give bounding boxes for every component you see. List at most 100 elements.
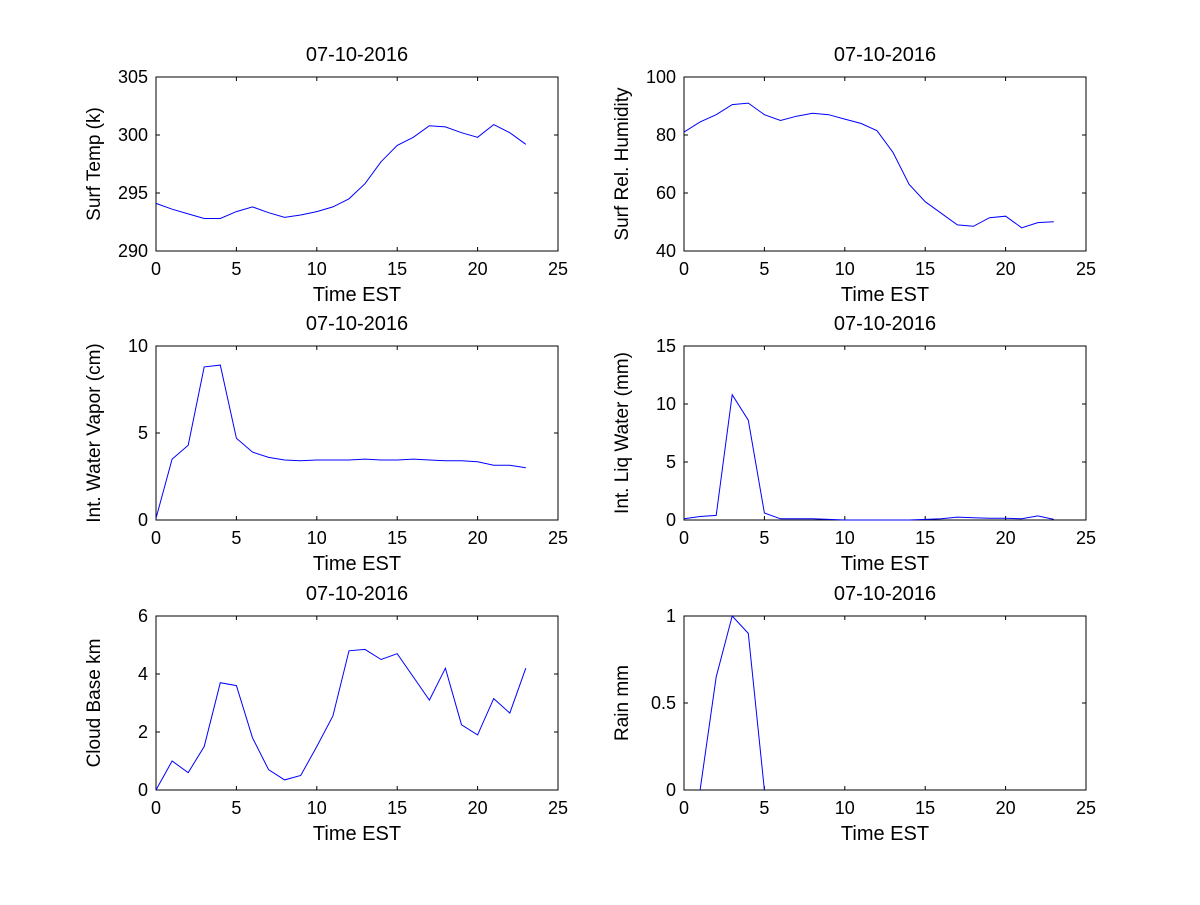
x-tick-label: 15 xyxy=(387,528,407,548)
data-point xyxy=(763,114,765,116)
data-point xyxy=(763,512,765,514)
x-tick-label: 20 xyxy=(996,528,1016,548)
x-tick-label: 5 xyxy=(231,798,241,818)
y-tick-label: 300 xyxy=(118,125,148,145)
data-point xyxy=(525,667,527,669)
data-point xyxy=(509,131,511,133)
data-point xyxy=(924,201,926,203)
data-point xyxy=(908,183,910,185)
data-point xyxy=(876,129,878,131)
data-point xyxy=(940,212,942,214)
y-tick-label: 0 xyxy=(138,510,148,530)
data-point xyxy=(699,121,701,123)
data-point xyxy=(155,517,157,519)
data-point xyxy=(1037,221,1039,223)
data-point xyxy=(364,183,366,185)
data-point xyxy=(203,217,205,219)
axes-box xyxy=(683,76,1087,252)
y-tick-label: 4 xyxy=(138,664,148,684)
data-point xyxy=(332,206,334,208)
data-point xyxy=(155,202,157,204)
y-tick-label: 305 xyxy=(118,67,148,87)
subplot-3: 0 5 10 15 20 25 0 5 10 07-10-2016 Time EST Int. Wat… xyxy=(84,313,568,575)
data-point xyxy=(267,212,269,214)
x-tick-label: 15 xyxy=(915,798,935,818)
x-axis-label: Time EST xyxy=(841,823,929,845)
chart-title: 07-10-2016 xyxy=(834,44,936,66)
data-point xyxy=(763,789,765,791)
data-point xyxy=(203,745,205,747)
data-point xyxy=(235,210,237,212)
data-point xyxy=(267,769,269,771)
data-point xyxy=(171,760,173,762)
data-point xyxy=(860,519,862,521)
series-line xyxy=(699,614,765,791)
data-point xyxy=(332,459,334,461)
x-tick-label: 25 xyxy=(1076,798,1096,818)
data-point xyxy=(219,217,221,219)
data-point xyxy=(203,366,205,368)
data-point xyxy=(316,745,318,747)
data-point xyxy=(412,676,414,678)
x-tick-label: 5 xyxy=(759,798,769,818)
x-tick-label: 10 xyxy=(835,798,855,818)
x-tick-label: 15 xyxy=(387,798,407,818)
data-point xyxy=(235,437,237,439)
series-line xyxy=(683,102,1054,229)
data-point xyxy=(683,131,685,133)
data-point xyxy=(428,125,430,127)
data-point xyxy=(476,136,478,138)
data-point xyxy=(316,210,318,212)
subplot-1: 0 5 10 15 20 25 290 295 300 305 07-10-2016 Time EST… xyxy=(84,44,568,306)
data-point xyxy=(525,467,527,469)
data-point xyxy=(509,464,511,466)
x-tick-label: 5 xyxy=(759,259,769,279)
data-point xyxy=(380,658,382,660)
data-point xyxy=(811,518,813,520)
y-tick-label: 0 xyxy=(666,510,676,530)
data-point xyxy=(683,518,685,520)
axes-box xyxy=(155,615,559,791)
x-tick-label: 10 xyxy=(307,259,327,279)
y-tick-label: 2 xyxy=(138,722,148,742)
data-point xyxy=(171,208,173,210)
data-point xyxy=(492,123,494,125)
data-point xyxy=(811,112,813,114)
y-axis-label: Int. Water Vapor (cm) xyxy=(84,343,105,522)
subplot-2: 0 5 10 15 20 25 40 60 80 100 07-10-2016 Time EST Sur… xyxy=(612,44,1096,306)
data-point xyxy=(300,774,302,776)
data-point xyxy=(283,459,285,461)
data-point xyxy=(699,515,701,517)
x-axis-label: Time EST xyxy=(841,284,929,306)
data-point xyxy=(924,518,926,520)
x-tick-label: 20 xyxy=(468,528,488,548)
data-point xyxy=(412,136,414,138)
x-tick-label: 10 xyxy=(307,528,327,548)
data-point xyxy=(428,699,430,701)
data-point xyxy=(428,459,430,461)
y-tick-label: 0 xyxy=(666,780,676,800)
y-tick-label: 6 xyxy=(138,606,148,626)
data-point xyxy=(844,118,846,120)
y-tick-label: 5 xyxy=(138,423,148,443)
data-point xyxy=(380,160,382,162)
data-point xyxy=(1004,215,1006,217)
x-tick-label: 15 xyxy=(915,259,935,279)
data-point xyxy=(348,198,350,200)
data-point xyxy=(492,697,494,699)
data-point xyxy=(908,519,910,521)
data-point xyxy=(525,143,527,145)
y-tick-label: 0 xyxy=(138,780,148,800)
x-tick-label: 5 xyxy=(231,528,241,548)
data-point xyxy=(155,789,157,791)
subplot-5: 0 5 10 15 20 25 0 2 4 6 07-10-2016 Time EST Cloud Ba… xyxy=(84,583,568,845)
x-tick-label: 5 xyxy=(759,528,769,548)
y-tick-label: 60 xyxy=(656,183,676,203)
chart-title: 07-10-2016 xyxy=(834,583,936,605)
data-point xyxy=(1004,517,1006,519)
x-axis-label: Time EST xyxy=(313,823,401,845)
x-tick-label: 25 xyxy=(548,528,568,548)
x-tick-label: 25 xyxy=(1076,259,1096,279)
data-point xyxy=(860,122,862,124)
